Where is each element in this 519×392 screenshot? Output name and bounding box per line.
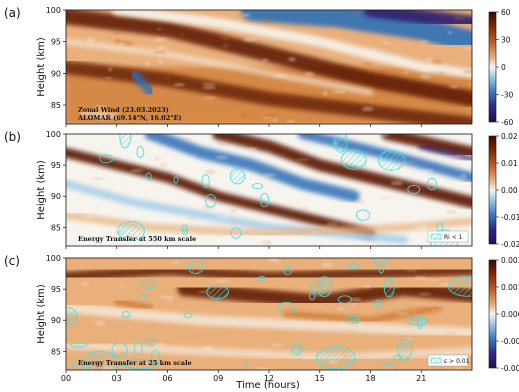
panel-annotation: Zonal Wind (23.03.2023) <box>78 106 169 114</box>
colorbar-tick-label: -0.01 <box>501 213 519 222</box>
y-tick-label: 85 <box>51 223 61 232</box>
panel-annotation: Energy Transfer at 25 km scale <box>78 359 192 367</box>
colorbar-tick-label: 0.02 <box>501 132 518 141</box>
y-tick-label: 90 <box>51 69 61 78</box>
colorbar-tick-label: -0.02 <box>501 240 519 249</box>
x-tick-label: 12 <box>264 374 274 383</box>
colorbar-tick-label: -0.001 <box>501 337 519 346</box>
legend-swatch <box>430 233 442 240</box>
y-tick-label: 95 <box>51 161 61 170</box>
x-tick-label: 03 <box>112 374 122 383</box>
colorbar: 0.002 0.001 0.000 -0.001 -0.002 <box>488 256 519 373</box>
colorbar: 60 30 0 -30 -60 <box>488 8 513 127</box>
x-tick-label: 09 <box>213 374 223 383</box>
x-tick-label: 00 <box>61 374 71 383</box>
y-tick-label: 90 <box>51 192 61 201</box>
heatmap-field <box>66 10 472 124</box>
x-tick-label: 18 <box>365 374 375 383</box>
legend-label: ε > 0.01 <box>444 358 470 365</box>
panel-label: (c) <box>4 254 20 268</box>
legend-swatch <box>430 357 442 364</box>
heatmap-field <box>66 134 472 246</box>
legend: ε > 0.01 <box>427 354 470 367</box>
legend-label: Ri < 1 <box>444 234 463 241</box>
y-tick-label: 100 <box>46 6 61 15</box>
colorbar-tick-label: 0.000 <box>501 310 519 319</box>
colorbar-tick-label: -60 <box>501 118 513 127</box>
x-tick-label: 06 <box>162 374 172 383</box>
panel-annotation: Energy Transfer at 550 km scale <box>78 235 196 243</box>
y-axis-label: Height (km) <box>36 160 47 220</box>
panel-annotation-location: ALOMAR (69.14°N, 16.02°E) <box>77 114 182 122</box>
colorbar-tick-label: 0.002 <box>501 256 519 265</box>
colorbar-tick-label: -0.002 <box>501 364 519 373</box>
x-axis-label: Time (hours) <box>235 380 300 391</box>
y-tick-label: 95 <box>51 285 61 294</box>
y-tick-label: 100 <box>46 130 61 139</box>
panel-label: (a) <box>4 6 21 20</box>
panel-1: 85 90 95 100 Height (km) (a) Zonal Wind (23.03… <box>4 6 513 127</box>
colorbar-tick-label: 0.001 <box>501 283 519 292</box>
y-axis-label: Height (km) <box>36 284 47 344</box>
colorbar-tick-label: 0 <box>501 63 506 72</box>
y-tick-label: 95 <box>51 38 61 47</box>
panel-2: 85 90 95 100 Height (km) (b) Energy Transfer a… <box>4 130 519 249</box>
x-tick-label: 15 <box>315 374 325 383</box>
panel-3: 85 90 95 100 00 03 06 09 12 15 18 21 Height (km) (c) E… <box>4 254 519 383</box>
y-tick-label: 90 <box>51 316 61 325</box>
colorbar-tick-label: 0.00 <box>501 186 518 195</box>
heatmap-field <box>66 258 472 370</box>
colorbar-tick-label: 30 <box>501 36 511 45</box>
y-tick-label: 100 <box>46 254 61 263</box>
y-tick-label: 85 <box>51 101 61 110</box>
panel-label: (b) <box>4 130 21 144</box>
colorbar: 0.02 0.01 0.00 -0.01 -0.02 <box>488 132 519 249</box>
y-axis-label: Height (km) <box>36 37 47 97</box>
colorbar-tick-label: -30 <box>501 91 513 100</box>
y-tick-label: 85 <box>51 347 61 356</box>
legend: Ri < 1 <box>427 230 469 243</box>
x-tick-label: 21 <box>416 374 426 383</box>
colorbar-tick-label: 60 <box>501 8 511 17</box>
colorbar-tick-label: 0.01 <box>501 159 518 168</box>
